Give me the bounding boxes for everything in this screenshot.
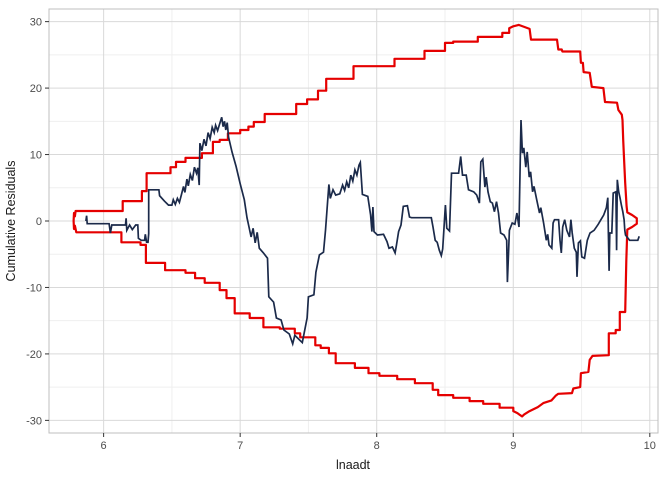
y-tick-label: -10 — [26, 282, 42, 294]
y-tick-label: 20 — [30, 83, 42, 95]
series-layer — [72, 23, 641, 418]
x-tick-label: 9 — [510, 440, 516, 452]
y-tick-label: -30 — [26, 415, 42, 427]
y-tick-label: -20 — [26, 349, 42, 361]
cumulative-residual-line — [85, 117, 641, 347]
x-tick-label: 6 — [101, 440, 107, 452]
simulation-envelope-line — [72, 23, 638, 418]
x-axis-title: lnaadt — [336, 458, 371, 472]
y-tick-label: 30 — [30, 17, 42, 29]
y-tick-label: 10 — [30, 150, 42, 162]
y-tick-label: 0 — [36, 216, 42, 228]
axis-tick-marks — [45, 21, 651, 437]
x-tick-label: 10 — [644, 440, 656, 452]
grid-minor-lines — [49, 9, 658, 433]
grid-major-lines — [49, 9, 658, 433]
y-axis-title: Cumulative Residuals — [4, 161, 18, 282]
x-tick-label: 8 — [374, 440, 380, 452]
axis-tick-labels: 6 7 8 9 10 30 20 10 0 -10 -20 -30 — [26, 17, 656, 452]
x-tick-label: 7 — [237, 440, 243, 452]
